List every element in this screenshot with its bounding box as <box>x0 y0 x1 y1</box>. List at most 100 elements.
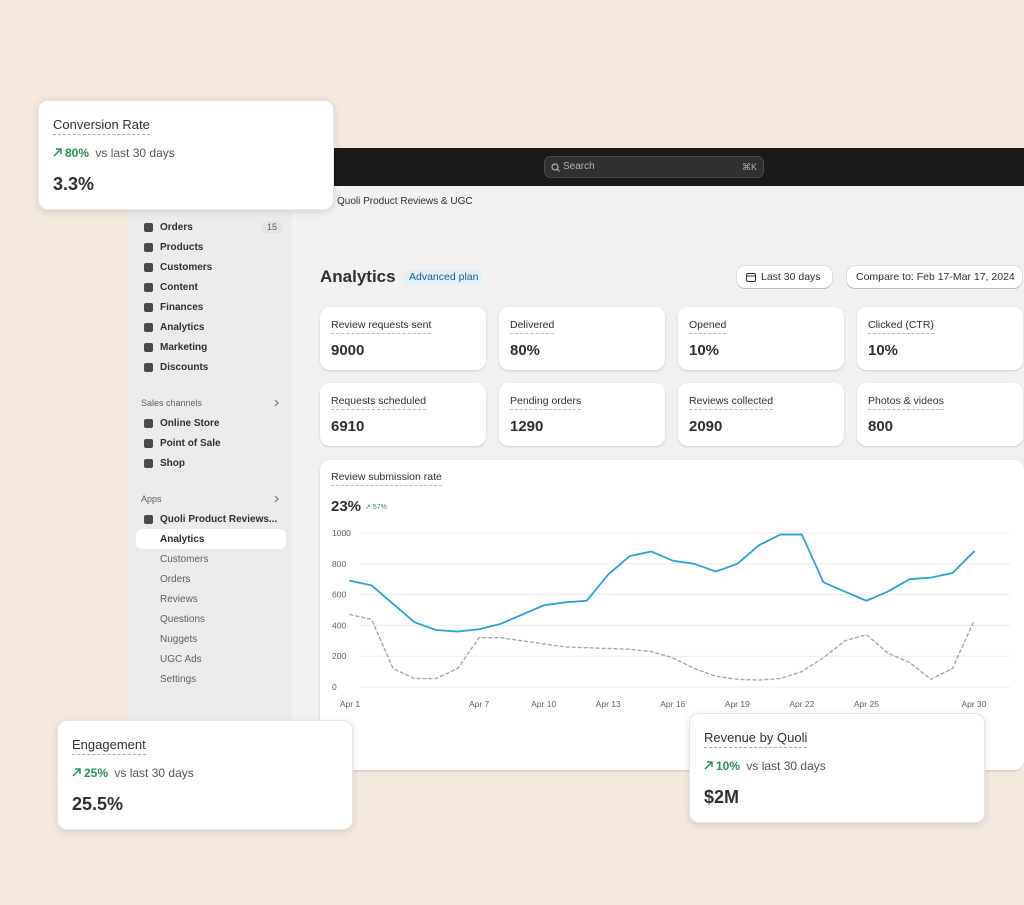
metric-value: 2090 <box>689 418 723 435</box>
sub-item[interactable]: Reviews <box>160 594 198 605</box>
x-tick-label: Apr 22 <box>789 699 814 709</box>
sub-item[interactable]: Questions <box>160 614 206 625</box>
series-line <box>349 613 975 681</box>
x-tick-label: Apr 30 <box>961 699 986 709</box>
nav-item[interactable]: Point of Sale <box>160 438 221 449</box>
nav-icon <box>144 303 153 312</box>
nav-item[interactable]: Online Store <box>160 418 220 429</box>
nav-icon <box>144 263 153 272</box>
y-tick-label: 800 <box>332 559 346 569</box>
nav-icon <box>144 419 153 428</box>
metric-label: Photos & videos <box>868 395 944 410</box>
card-change-row: 25% vs last 30 days <box>72 766 194 780</box>
card-compare: vs last 30 days <box>746 759 826 773</box>
plot: 0 200 400 600 800 1000 Apr 1 Apr 7 Apr 10 Apr 13 A… <box>332 528 1010 709</box>
trend-arrow <box>72 768 81 777</box>
y-tick-label: 200 <box>332 651 346 661</box>
search-placeholder: Search <box>563 161 595 172</box>
nav-item[interactable]: Finances <box>160 302 204 313</box>
metric-card: Photos & videos 800 <box>857 383 1023 446</box>
calendar-icon <box>746 273 756 282</box>
nav-icon <box>144 439 153 448</box>
plan-badge: Advanced plan <box>404 270 484 284</box>
section-heading: Apps <box>141 494 162 504</box>
selected-bg <box>136 529 286 549</box>
nav-icon <box>144 459 153 468</box>
nav-icon <box>144 223 153 232</box>
metric-label: Opened <box>689 319 727 334</box>
x-tick-label: Apr 16 <box>660 699 685 709</box>
metric-label: Review requests sent <box>331 319 432 334</box>
nav-item[interactable]: Marketing <box>160 342 208 353</box>
trend-icon <box>704 761 713 770</box>
metric-card: Clicked (CTR) 10% <box>857 307 1023 370</box>
nav-icon <box>144 343 153 352</box>
chart-change-value: 57% <box>372 504 387 511</box>
chart-change: ↗ 57% <box>365 504 387 511</box>
metric-card: Opened 10% <box>678 307 844 370</box>
nav-item[interactable]: Products <box>160 242 204 253</box>
x-tick-label: Apr 1 <box>340 699 361 709</box>
shortcut: ⌘K <box>741 162 757 172</box>
card-compare: vs last 30 days <box>95 146 175 160</box>
metric-value: 800 <box>868 418 894 435</box>
metric-card: Pending orders 1290 <box>499 383 665 446</box>
floating-card: Revenue by Quoli 10% vs last 30 days $2M <box>689 713 985 823</box>
sub-item[interactable]: Customers <box>160 554 209 565</box>
trend-arrow <box>704 761 713 770</box>
card-change: 25% <box>84 766 109 780</box>
search-icon <box>551 163 560 172</box>
sub-item[interactable]: Settings <box>160 674 197 685</box>
metric-card: Reviews collected 2090 <box>678 383 844 446</box>
sub-item[interactable]: Orders <box>160 574 191 585</box>
metric-value: 6910 <box>331 418 365 435</box>
section-heading: Sales channels <box>141 398 203 408</box>
metric-value: 1290 <box>510 418 544 435</box>
floating-card: Conversion Rate 80% vs last 30 days 3.3% <box>38 100 334 210</box>
sub-item[interactable]: Nuggets <box>160 634 198 645</box>
chevron <box>274 399 279 407</box>
card-title: Conversion Rate <box>53 117 150 135</box>
sub-item[interactable]: Analytics <box>160 534 205 545</box>
page-title: Analytics <box>320 267 396 286</box>
x-tick-label: Apr 19 <box>725 699 750 709</box>
nav-badge: 15 <box>261 221 284 233</box>
nav-item[interactable]: Discounts <box>160 362 209 373</box>
nav-icon <box>144 283 153 292</box>
metric-label: Requests scheduled <box>331 395 427 410</box>
sub-item[interactable]: UGC Ads <box>160 654 202 665</box>
chart-headline: 23% <box>331 498 362 515</box>
card-title: Engagement <box>72 737 146 755</box>
metric-label: Clicked (CTR) <box>868 319 934 334</box>
trend-icon <box>72 768 81 777</box>
x-tick-label: Apr 7 <box>469 699 490 709</box>
nav-icon <box>144 515 153 524</box>
nav-item[interactable]: Orders <box>160 222 193 233</box>
breadcrumb: Quoli Product Reviews & UGC <box>337 196 473 207</box>
metric-value: 80% <box>510 342 541 359</box>
nav-icon <box>144 363 153 372</box>
metric-label: Reviews collected <box>689 395 774 410</box>
x-tick-label: Apr 13 <box>596 699 621 709</box>
metric-label: Delivered <box>510 319 555 334</box>
nav-item[interactable]: Customers <box>160 262 213 273</box>
card-value: 3.3% <box>53 174 95 194</box>
card-value: $2M <box>704 787 740 807</box>
compare-label: Compare to: Feb 17-Mar 17, 2024 <box>856 271 1015 283</box>
compare-button[interactable]: Compare to: Feb 17-Mar 17, 2024 <box>847 266 1022 288</box>
series-line <box>349 533 975 633</box>
sidebar: Orders 15 Products Customers Content Finances… <box>128 186 292 770</box>
nav-icon <box>144 243 153 252</box>
search-box[interactable]: Search ⌘K <box>544 156 764 178</box>
floating-card: Engagement 25% vs last 30 days 25.5% <box>57 720 353 830</box>
card-value: 25.5% <box>72 794 124 814</box>
nav-item[interactable]: Shop <box>160 458 185 469</box>
nav-item[interactable]: Content <box>160 282 198 293</box>
range-button[interactable]: Last 30 days <box>737 266 832 288</box>
card-title: Revenue by Quoli <box>704 730 808 748</box>
card-change: 80% <box>65 146 90 160</box>
y-tick-label: 400 <box>332 620 346 630</box>
nav-item[interactable]: Quoli Product Reviews... <box>160 514 278 525</box>
nav-item[interactable]: Analytics <box>160 322 205 333</box>
